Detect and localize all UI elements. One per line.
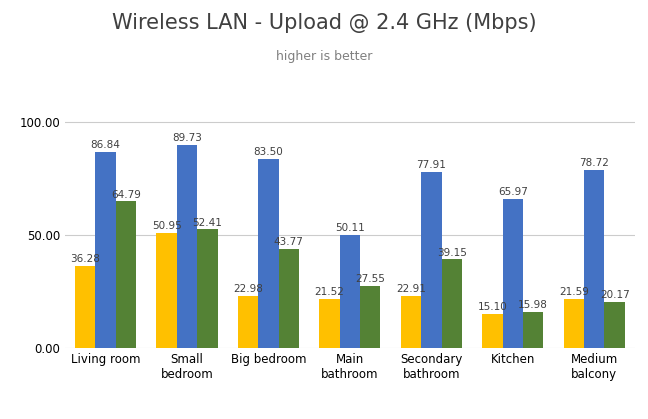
Text: higher is better: higher is better xyxy=(276,50,372,63)
Bar xyxy=(75,266,95,348)
Bar xyxy=(319,299,340,348)
Bar xyxy=(360,285,380,348)
Bar xyxy=(197,229,218,348)
Text: 50.95: 50.95 xyxy=(152,221,181,231)
Bar xyxy=(401,296,421,348)
Text: 50.11: 50.11 xyxy=(335,223,365,233)
Bar xyxy=(116,202,136,348)
Bar xyxy=(564,299,584,348)
Bar xyxy=(503,199,523,348)
Text: 22.98: 22.98 xyxy=(233,284,263,294)
Bar xyxy=(259,159,279,348)
Bar xyxy=(441,259,462,348)
Text: 83.50: 83.50 xyxy=(253,147,283,158)
Bar xyxy=(340,235,360,348)
Text: 27.55: 27.55 xyxy=(355,274,385,284)
Text: 36.28: 36.28 xyxy=(70,254,100,264)
Text: 65.97: 65.97 xyxy=(498,187,527,197)
Bar xyxy=(482,314,503,348)
Text: 39.15: 39.15 xyxy=(437,248,467,258)
Text: 78.72: 78.72 xyxy=(579,158,609,168)
Bar xyxy=(238,296,259,348)
Text: 77.91: 77.91 xyxy=(417,160,446,170)
Bar xyxy=(177,145,197,348)
Bar xyxy=(279,249,299,348)
Text: 20.17: 20.17 xyxy=(600,290,630,300)
Bar xyxy=(95,152,116,348)
Text: 22.91: 22.91 xyxy=(396,284,426,294)
Text: 52.41: 52.41 xyxy=(192,217,222,228)
Text: 43.77: 43.77 xyxy=(274,237,304,247)
Bar xyxy=(605,302,625,348)
Text: Wireless LAN - Upload @ 2.4 GHz (Mbps): Wireless LAN - Upload @ 2.4 GHz (Mbps) xyxy=(111,13,537,33)
Bar xyxy=(421,172,441,348)
Bar xyxy=(584,170,605,348)
Text: 86.84: 86.84 xyxy=(91,140,121,150)
Text: 15.98: 15.98 xyxy=(518,300,548,310)
Text: 21.52: 21.52 xyxy=(315,287,345,297)
Text: 64.79: 64.79 xyxy=(111,190,141,199)
Text: 21.59: 21.59 xyxy=(559,287,589,297)
Bar xyxy=(523,312,544,348)
Bar xyxy=(156,233,177,348)
Text: 89.73: 89.73 xyxy=(172,133,202,143)
Text: 15.10: 15.10 xyxy=(478,302,507,312)
